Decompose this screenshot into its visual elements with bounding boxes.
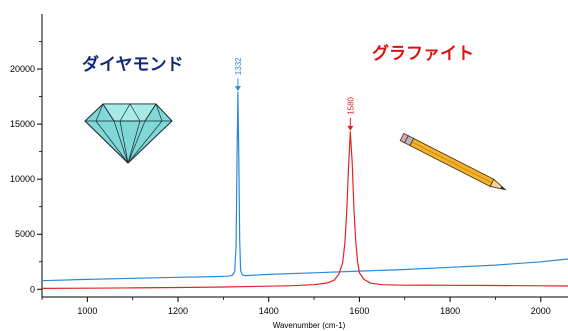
peak-label: 1332 (234, 57, 243, 75)
graphite-label: グラファイト (372, 43, 474, 64)
y-tick-label: 20000 (10, 64, 35, 74)
x-axis-label: Wavenumber (cm-1) (273, 321, 346, 330)
peak-arrowhead (234, 86, 241, 92)
y-tick-label: 10000 (10, 174, 35, 184)
diamond-label: ダイヤモンド (82, 54, 184, 75)
y-tick-label: 5000 (15, 229, 35, 239)
x-tick-label: 1000 (77, 306, 97, 316)
x-tick-label: 1600 (349, 306, 369, 316)
axes: 0 5000 10000 15000 20000 1000 1200 1400 1600 1800… (10, 14, 568, 316)
pencil-icon (399, 132, 507, 191)
y-tick-label: 0 (30, 284, 35, 294)
peak-annotations: 1332 1580 (234, 57, 355, 131)
peak-label: 1580 (346, 96, 355, 114)
diamond-icon (84, 103, 173, 164)
series-layer (41, 91, 568, 289)
series-line-diamond (41, 91, 568, 282)
peak-arrowhead (347, 125, 354, 131)
x-tick-label: 1200 (168, 306, 188, 316)
y-tick-label: 15000 (10, 119, 35, 129)
series-line-graphite (41, 131, 568, 289)
x-tick-label: 1400 (259, 306, 279, 316)
x-tick-label: 1800 (440, 306, 460, 316)
x-tick-label: 2000 (531, 306, 551, 316)
